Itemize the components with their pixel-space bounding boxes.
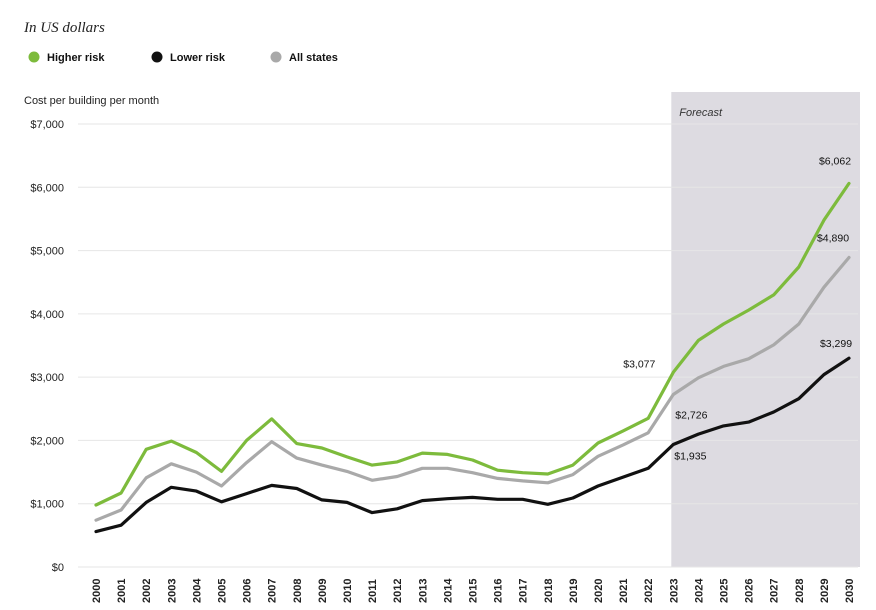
legend-label-all-states: All states — [289, 52, 338, 64]
y-axis-label: Cost per building per month — [24, 95, 159, 107]
legend-label-lower-risk: Lower risk — [170, 52, 226, 64]
x-axis-ticks: 2000 2001 2002 2003 2004 2005 2006 2007 2008 2009… — [91, 578, 856, 603]
y-tick-label: $0 — [52, 562, 64, 574]
x-tick-label: 2004 — [191, 578, 203, 603]
x-tick-label: 2018 — [543, 579, 555, 603]
x-tick-label: 2008 — [292, 579, 304, 603]
legend: Higher risk Lower risk All states — [28, 51, 338, 64]
x-tick-label: 2002 — [141, 579, 153, 603]
y-axis-ticks: $0 $1,000 $2,000 $3,000 $4,000 $5,000 $6,000 $7… — [30, 119, 64, 574]
x-tick-label: 2024 — [693, 578, 705, 603]
x-tick-label: 2014 — [442, 578, 454, 603]
series-line-all-states — [94, 255, 851, 522]
x-tick-label: 2021 — [618, 579, 630, 603]
x-tick-label: 2026 — [744, 579, 756, 603]
x-tick-label: 2007 — [267, 579, 279, 603]
y-tick-label: $4,000 — [30, 309, 64, 321]
legend-label-higher-risk: Higher risk — [47, 52, 105, 64]
forecast-shading — [671, 92, 860, 567]
data-label: $4,890 — [817, 233, 849, 245]
legend-swatch-all-states — [270, 51, 282, 63]
y-tick-label: $2,000 — [30, 435, 64, 447]
x-tick-label: 2028 — [794, 579, 806, 603]
x-tick-label: 2010 — [342, 579, 354, 603]
x-tick-label: 2003 — [166, 579, 178, 603]
data-labels: $3,077 $2,726 $1,935 $6,062 $4,890 $3,299 — [623, 155, 852, 462]
x-tick-label: 2001 — [116, 579, 128, 603]
y-tick-label: $3,000 — [30, 372, 64, 384]
forecast-label: Forecast — [679, 107, 723, 119]
x-tick-label: 2030 — [844, 579, 856, 603]
series-line-lower-risk — [94, 356, 851, 534]
x-tick-label: 2019 — [568, 579, 580, 603]
y-tick-label: $6,000 — [30, 182, 64, 194]
data-label: $1,935 — [674, 451, 706, 463]
data-label: $2,726 — [675, 409, 707, 421]
x-tick-label: 2013 — [417, 579, 429, 603]
legend-swatch-lower-risk — [151, 51, 163, 63]
x-tick-label: 2025 — [719, 579, 731, 603]
x-tick-label: 2015 — [468, 579, 480, 603]
y-tick-label: $1,000 — [30, 499, 64, 511]
series-line-higher-risk — [94, 181, 851, 507]
series-lines — [94, 181, 851, 534]
x-tick-label: 2009 — [317, 579, 329, 603]
x-tick-label: 2011 — [367, 579, 379, 603]
legend-swatch-higher-risk — [28, 51, 40, 63]
x-tick-label: 2012 — [392, 579, 404, 603]
gridlines — [78, 123, 858, 568]
data-label: $3,299 — [820, 338, 852, 350]
forecast-region: Forecast — [671, 92, 860, 567]
x-tick-label: 2020 — [593, 579, 605, 603]
y-tick-label: $7,000 — [30, 119, 64, 131]
x-tick-label: 2023 — [668, 579, 680, 603]
y-tick-label: $5,000 — [30, 246, 64, 258]
x-tick-label: 2022 — [643, 579, 655, 603]
data-label: $3,077 — [623, 358, 655, 370]
x-tick-label: 2017 — [518, 579, 530, 603]
chart-subtitle: In US dollars — [23, 20, 105, 36]
x-tick-label: 2029 — [819, 579, 831, 603]
x-tick-label: 2006 — [242, 579, 254, 603]
x-tick-label: 2027 — [769, 579, 781, 603]
data-label: $6,062 — [819, 155, 851, 167]
x-tick-label: 2000 — [91, 579, 103, 603]
x-tick-label: 2016 — [493, 579, 505, 603]
x-tick-label: 2005 — [217, 579, 229, 603]
